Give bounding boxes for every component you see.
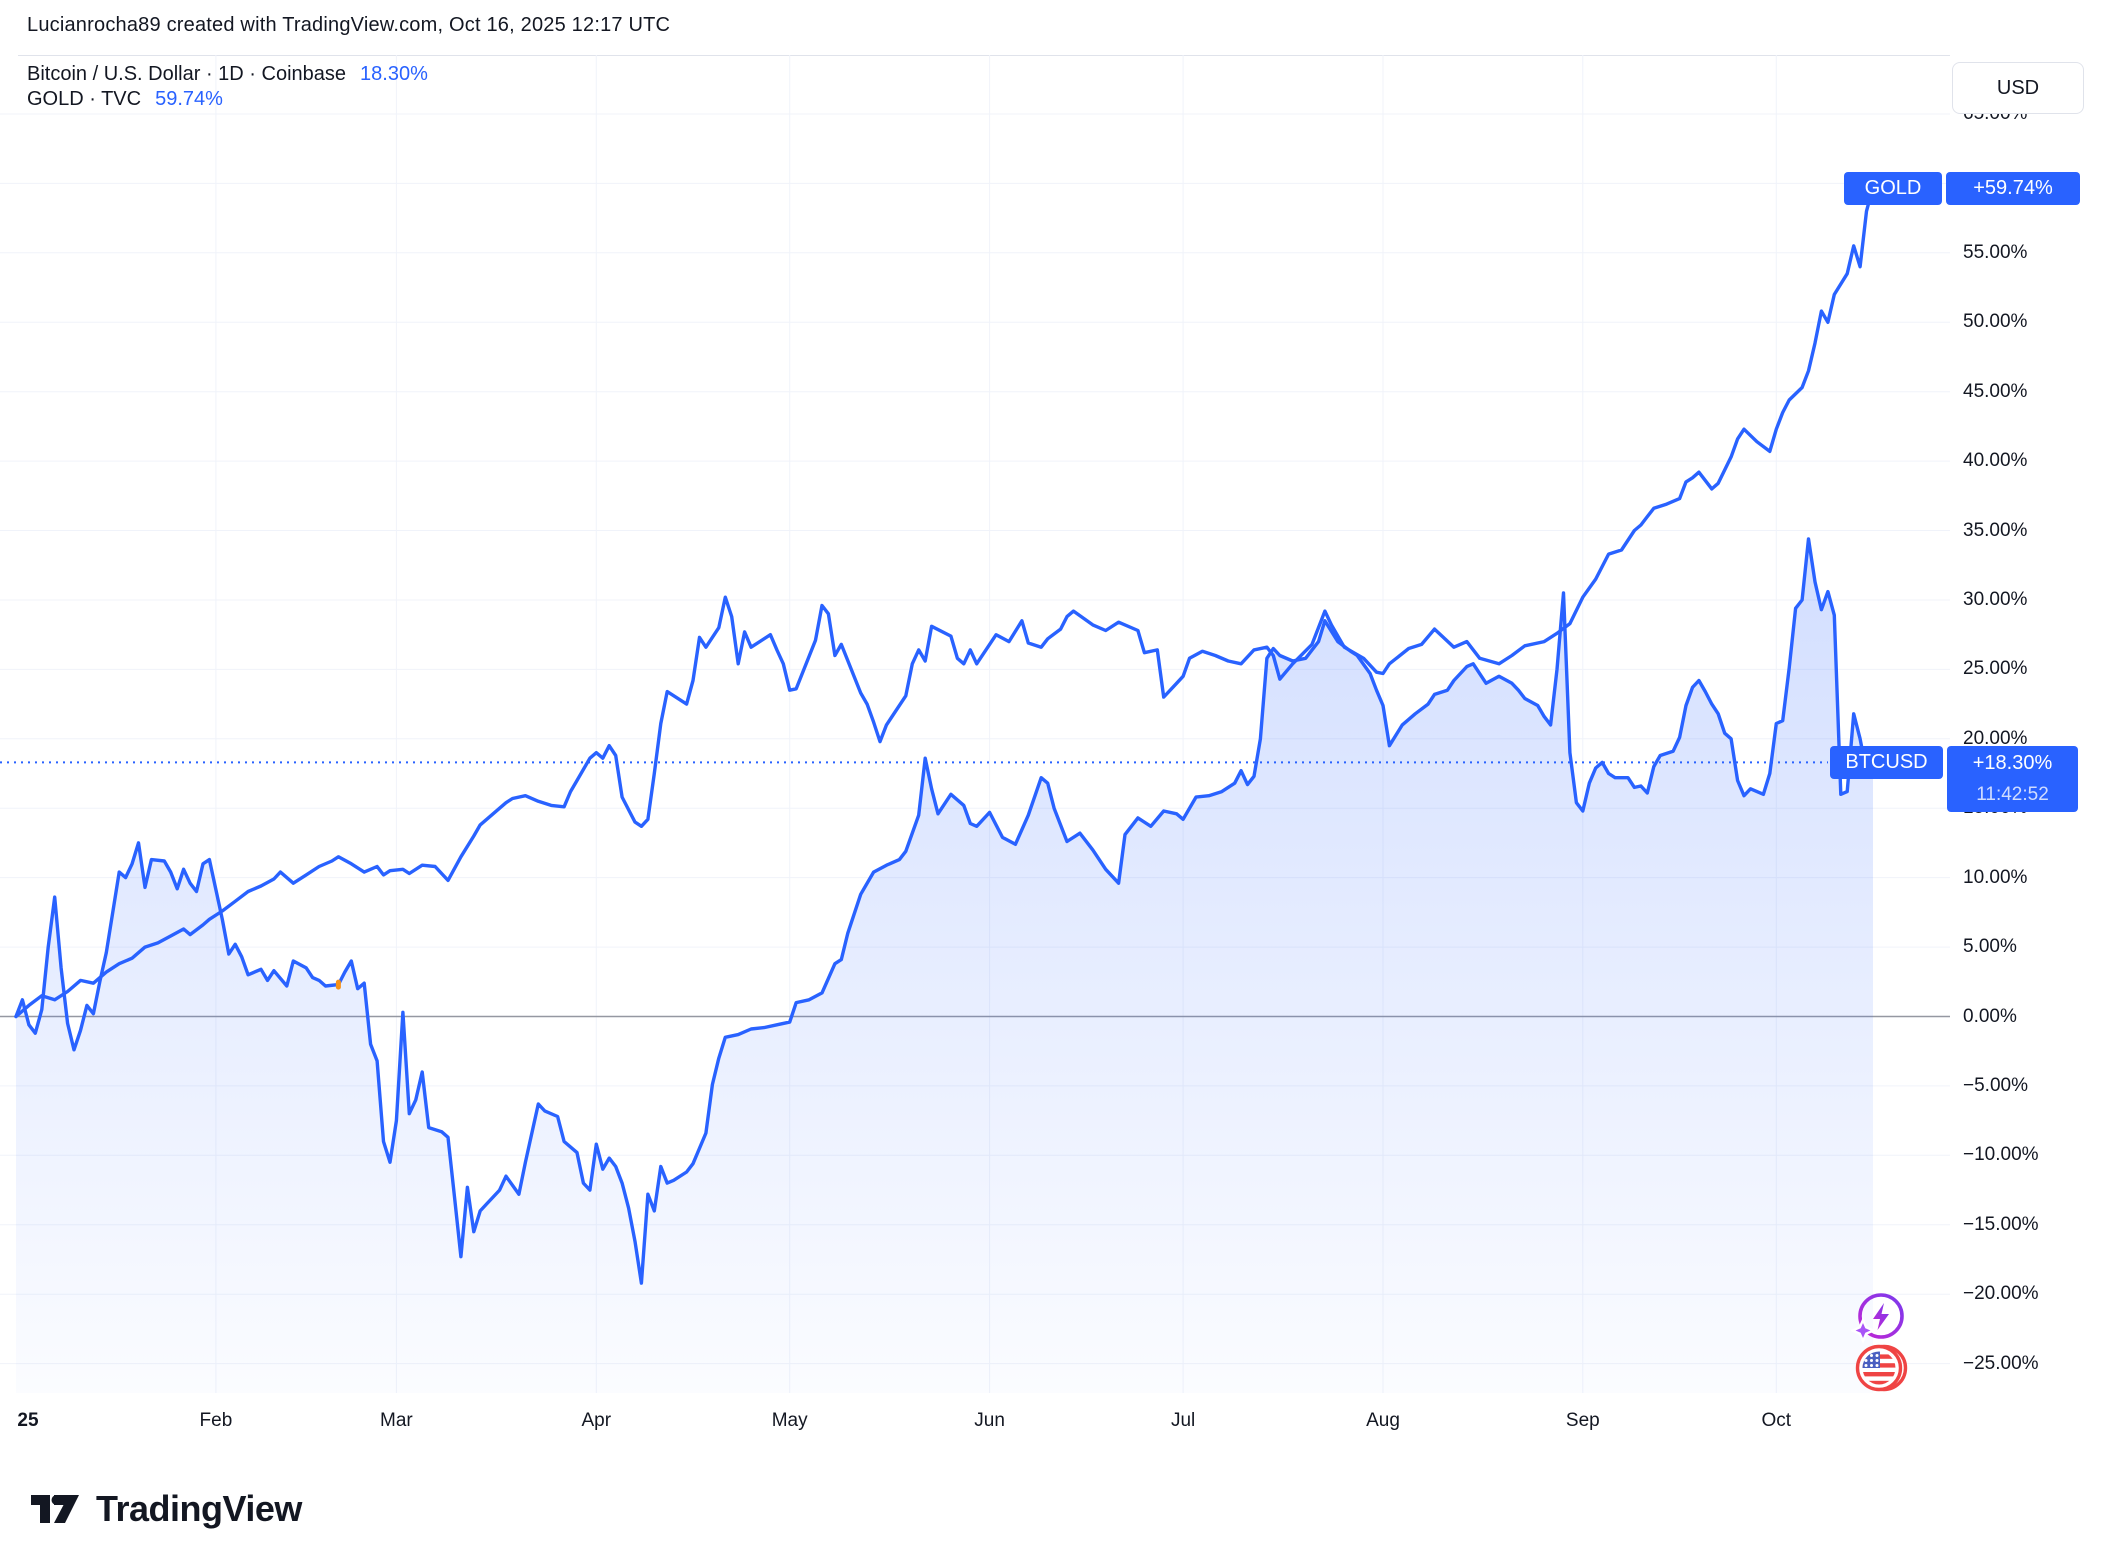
chart-canvas[interactable] bbox=[0, 55, 1950, 1393]
time-axis-label-oct: Oct bbox=[1761, 1409, 1792, 1431]
spark-ai-icon[interactable] bbox=[1849, 1290, 1907, 1351]
legend-title-gold: GOLD · TVC bbox=[27, 88, 142, 110]
price-axis-label: 20.00% bbox=[1963, 727, 2028, 749]
price-axis-label: 30.00% bbox=[1963, 589, 2028, 610]
price-axis-label: −15.00% bbox=[1963, 1213, 2039, 1235]
bar-countdown-timer: 11:42:52 bbox=[1976, 784, 2049, 805]
legend-change-gold: 59.74% bbox=[155, 88, 223, 110]
chart-pane[interactable] bbox=[0, 55, 1950, 1393]
chart-legend: Bitcoin / U.S. Dollar · 1D · Coinbase 18.… bbox=[27, 62, 428, 112]
time-axis[interactable]: 25 Feb Mar Apr May Jun Jul Aug Sep Oct bbox=[0, 1393, 2108, 1448]
price-axis-label: 50.00% bbox=[1963, 311, 2028, 333]
time-axis-label-may: May bbox=[771, 1409, 808, 1431]
tradingview-logo-icon bbox=[31, 1495, 79, 1523]
gold-price-badge[interactable]: +59.74% bbox=[1946, 172, 2080, 205]
legend-title-btcusd: Bitcoin / U.S. Dollar · 1D · Coinbase bbox=[27, 63, 347, 85]
time-axis-label-jul: Jul bbox=[1170, 1409, 1196, 1431]
price-axis-label: 40.00% bbox=[1963, 450, 2028, 472]
price-axis-label: −25.00% bbox=[1963, 1352, 2039, 1374]
legend-row-gold[interactable]: GOLD · TVC 59.74% bbox=[27, 87, 428, 112]
legend-row-btcusd[interactable]: Bitcoin / U.S. Dollar · 1D · Coinbase 18.… bbox=[27, 62, 428, 87]
price-axis-label: 55.00% bbox=[1963, 241, 2028, 263]
price-axis-label: −5.00% bbox=[1963, 1074, 2028, 1096]
price-axis[interactable]: 65.00%60.00%55.00%50.00%45.00%40.00%35.0… bbox=[1950, 55, 2108, 1393]
price-axis-label: 25.00% bbox=[1963, 658, 2028, 680]
tradingview-logo[interactable]: TradingView bbox=[30, 1488, 302, 1530]
us-flag-events-icon[interactable] bbox=[1853, 1342, 1909, 1403]
currency-toggle-button[interactable]: USD bbox=[1952, 62, 2084, 114]
header-separator bbox=[18, 55, 2092, 56]
time-axis-label-25: 25 bbox=[17, 1409, 39, 1431]
legend-change-btcusd: 18.30% bbox=[360, 63, 428, 85]
price-axis-label: 10.00% bbox=[1963, 866, 2028, 888]
price-axis-label: 0.00% bbox=[1963, 1005, 2017, 1027]
chart-attribution: Lucianrocha89 created with TradingView.c… bbox=[27, 14, 671, 36]
time-axis-label-aug: Aug bbox=[1366, 1409, 1400, 1431]
price-axis-label: 5.00% bbox=[1963, 936, 2017, 958]
price-axis-label: 45.00% bbox=[1963, 380, 2028, 402]
time-axis-label-sep: Sep bbox=[1565, 1409, 1600, 1431]
price-axis-label: −10.00% bbox=[1963, 1144, 2039, 1166]
time-axis-label-jun: Jun bbox=[974, 1409, 1005, 1431]
btcusd-series-label-badge[interactable]: BTCUSD bbox=[1830, 746, 1943, 779]
price-axis-label: 35.00% bbox=[1963, 519, 2028, 541]
btcusd-price-badge[interactable]: +18.30% 11:42:52 bbox=[1947, 746, 2078, 812]
time-axis-label-apr: Apr bbox=[581, 1409, 612, 1431]
price-axis-label: −20.00% bbox=[1963, 1283, 2039, 1305]
time-axis-label-mar: Mar bbox=[380, 1409, 413, 1431]
time-axis-label-feb: Feb bbox=[199, 1409, 233, 1431]
gold-series-label-badge[interactable]: GOLD bbox=[1844, 172, 1942, 205]
tradingview-logo-text: TradingView bbox=[96, 1488, 302, 1529]
btcusd-change-value: +18.30% bbox=[1972, 752, 2053, 774]
